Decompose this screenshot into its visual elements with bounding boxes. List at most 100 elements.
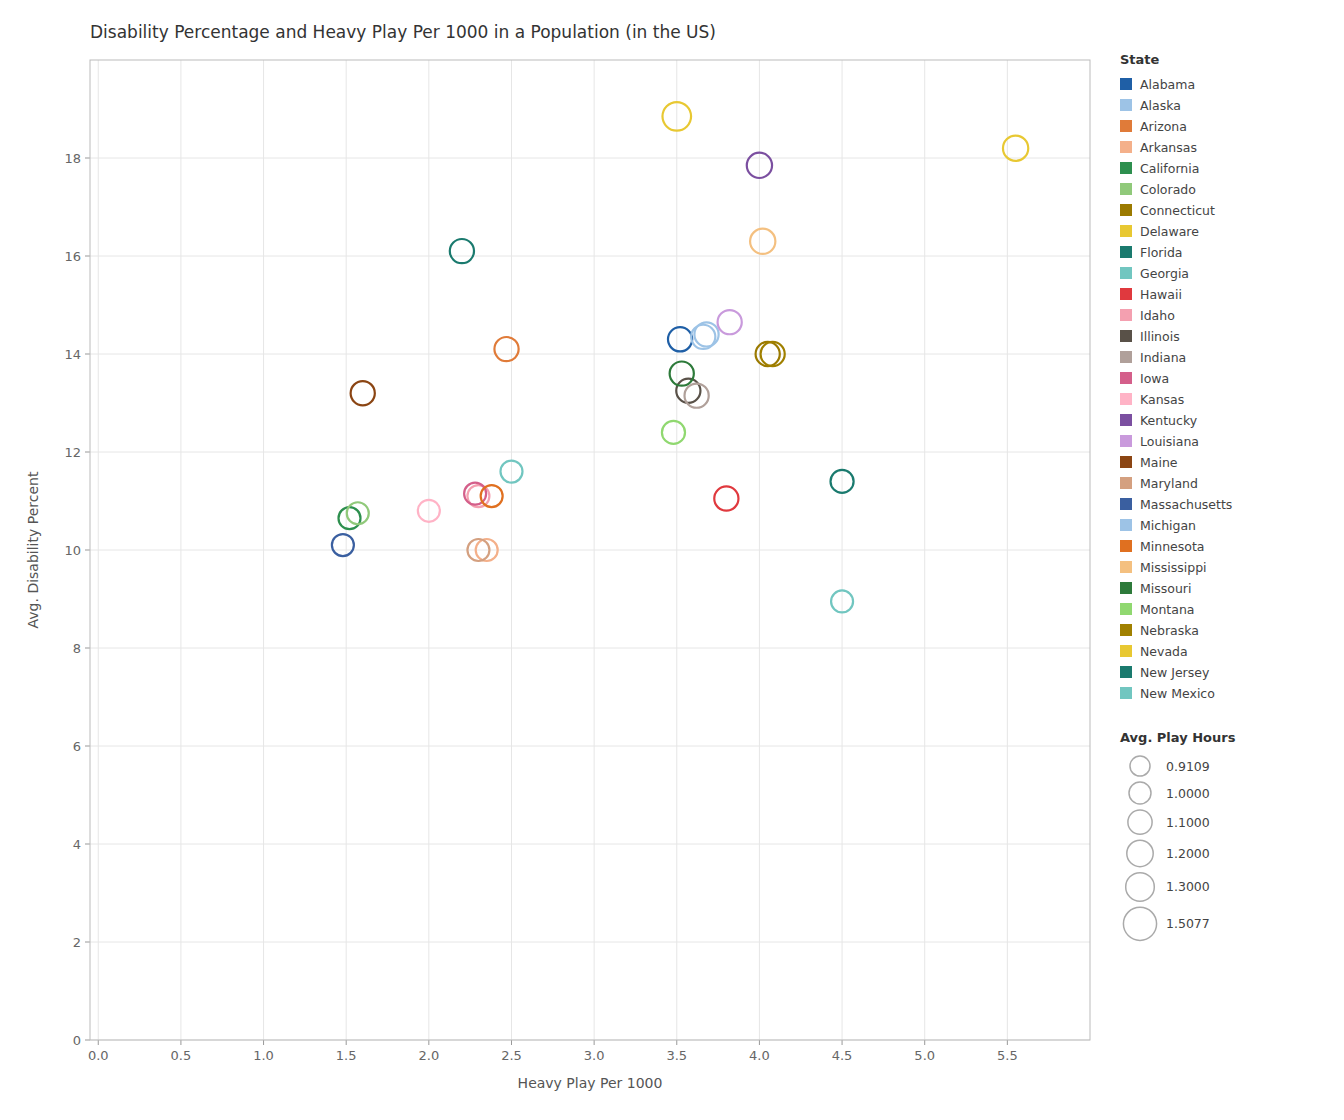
bubble	[718, 310, 742, 334]
legend: StateAlabamaAlaskaArizonaArkansasCalifor…	[1120, 52, 1232, 701]
tick-label: 5.0	[914, 1048, 935, 1063]
bubble	[1003, 136, 1028, 161]
legend-swatch	[1120, 372, 1132, 384]
tick-label: 5.5	[997, 1048, 1018, 1063]
tick	[180, 1040, 181, 1045]
legend-label: Colorado	[1140, 182, 1196, 197]
legend-label: Florida	[1140, 245, 1183, 260]
bubble	[670, 362, 694, 386]
grid	[90, 60, 1090, 1040]
tick	[85, 354, 90, 355]
chart: Disability Percentage and Heavy Play Per…	[0, 0, 1344, 1120]
title: Disability Percentage and Heavy Play Per…	[90, 22, 716, 42]
tick-label: 0	[73, 1033, 81, 1048]
legend-label: 1.2000	[1166, 846, 1210, 861]
legend-swatch	[1120, 183, 1132, 195]
legend-label: New Mexico	[1140, 686, 1215, 701]
bubble	[685, 384, 709, 408]
legend-label: Michigan	[1140, 518, 1196, 533]
legend-label: Hawaii	[1140, 287, 1182, 302]
tick-label: 6	[73, 739, 81, 754]
size-legend: Avg. Play Hours0.91091.00001.10001.20001…	[1120, 730, 1236, 940]
legend-swatch	[1120, 99, 1132, 111]
legend-swatch	[1120, 582, 1132, 594]
legend-swatch	[1120, 78, 1132, 90]
tick-label: 0.0	[88, 1048, 109, 1063]
legend-swatch	[1120, 603, 1132, 615]
legend-swatch	[1120, 288, 1132, 300]
legend-swatch	[1120, 519, 1132, 531]
tick-label: 12	[64, 445, 81, 460]
tick	[263, 1040, 264, 1045]
tick-label: 2.5	[501, 1048, 522, 1063]
legend-swatch	[1120, 120, 1132, 132]
bubble	[332, 534, 354, 556]
legend-label: California	[1140, 161, 1199, 176]
tick	[85, 550, 90, 551]
bubble	[494, 337, 518, 361]
grid-line	[90, 648, 1090, 649]
legend-label: Massachusetts	[1140, 497, 1232, 512]
bubble	[761, 342, 785, 366]
tick-label: 4.5	[832, 1048, 853, 1063]
points	[332, 102, 1028, 612]
tick-label: 10	[64, 543, 81, 558]
tick	[842, 1040, 843, 1045]
legend-swatch	[1120, 435, 1132, 447]
bubble	[668, 327, 692, 351]
size-legend-marker	[1127, 840, 1153, 866]
legend-label: Minnesota	[1140, 539, 1205, 554]
legend-swatch	[1120, 456, 1132, 468]
legend-swatch	[1120, 561, 1132, 573]
legend-label: Idaho	[1140, 308, 1175, 323]
bubble	[450, 239, 474, 263]
tick	[511, 1040, 512, 1045]
bubble	[500, 461, 522, 483]
legend-swatch	[1120, 540, 1132, 552]
legend-title: State	[1120, 52, 1160, 67]
legend-label: Missouri	[1140, 581, 1191, 596]
x-axis-label: Heavy Play Per 1000	[518, 1075, 663, 1091]
bubble	[691, 325, 715, 349]
legend-label: Nevada	[1140, 644, 1188, 659]
legend-label: Arizona	[1140, 119, 1187, 134]
legend-swatch	[1120, 645, 1132, 657]
legend-label: Mississippi	[1140, 560, 1207, 575]
tick-label: 1.5	[336, 1048, 357, 1063]
bubble	[418, 500, 440, 522]
axes: 0.00.51.01.52.02.53.03.54.04.55.05.50246…	[64, 60, 1090, 1063]
tick-label: 1.0	[253, 1048, 274, 1063]
grid-line	[90, 844, 1090, 845]
bubble	[747, 153, 772, 178]
legend-title: Avg. Play Hours	[1120, 730, 1236, 745]
tick-label: 2	[73, 935, 81, 950]
tick	[759, 1040, 760, 1045]
tick	[98, 1040, 99, 1045]
grid-line	[90, 746, 1090, 747]
size-legend-marker	[1129, 782, 1151, 804]
tick-label: 14	[64, 347, 81, 362]
legend-swatch	[1120, 225, 1132, 237]
legend-label: Louisiana	[1140, 434, 1199, 449]
tick	[1007, 1040, 1008, 1045]
tick	[428, 1040, 429, 1045]
legend-swatch	[1120, 351, 1132, 363]
legend-label: Arkansas	[1140, 140, 1197, 155]
legend-label: 1.1000	[1166, 815, 1210, 830]
grid-line	[90, 256, 1090, 257]
bubble	[756, 342, 780, 366]
bubble	[351, 381, 375, 405]
tick	[85, 844, 90, 845]
legend-swatch	[1120, 267, 1132, 279]
size-legend-marker	[1126, 873, 1155, 902]
legend-label: Kansas	[1140, 392, 1184, 407]
legend-label: New Jersey	[1140, 665, 1210, 680]
legend-label: Indiana	[1140, 350, 1186, 365]
size-legend-marker	[1130, 756, 1150, 776]
tick	[85, 158, 90, 159]
grid-line	[90, 452, 1090, 453]
legend-swatch	[1120, 477, 1132, 489]
tick	[924, 1040, 925, 1045]
tick	[85, 452, 90, 453]
legend-label: 1.3000	[1166, 879, 1210, 894]
